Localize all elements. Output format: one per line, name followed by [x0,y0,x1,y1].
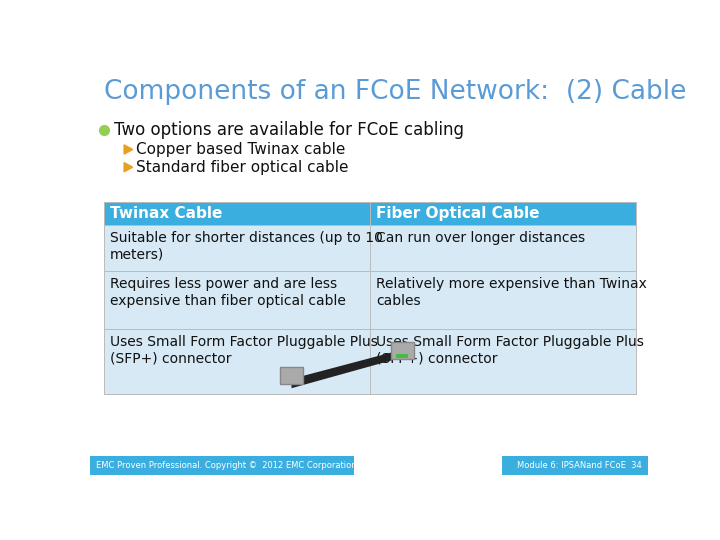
FancyBboxPatch shape [503,456,648,475]
Text: Requires less power and are less
expensive than fiber optical cable: Requires less power and are less expensi… [110,278,346,307]
FancyBboxPatch shape [370,271,636,329]
Text: Relatively more expensive than Twinax
cables: Relatively more expensive than Twinax ca… [376,278,647,307]
Text: EMC Proven Professional. Copyright ©  2012 EMC Corporation. All Rights Reserved.: EMC Proven Professional. Copyright © 201… [96,461,446,470]
Text: Suitable for shorter distances (up to 10
meters): Suitable for shorter distances (up to 10… [110,231,383,261]
FancyBboxPatch shape [104,202,636,225]
FancyBboxPatch shape [396,354,408,358]
FancyBboxPatch shape [370,225,636,271]
Text: Can run over longer distances: Can run over longer distances [376,231,585,245]
Text: Components of an FCoE Network:  (2) Cable: Components of an FCoE Network: (2) Cable [104,79,686,105]
FancyBboxPatch shape [370,329,636,394]
Text: Module 6: IPSANand FCoE  34: Module 6: IPSANand FCoE 34 [517,461,642,470]
FancyBboxPatch shape [104,271,370,329]
FancyBboxPatch shape [104,329,370,394]
Text: Two options are available for FCoE cabling: Two options are available for FCoE cabli… [114,122,464,139]
Polygon shape [124,145,132,154]
Text: Copper based Twinax cable: Copper based Twinax cable [137,142,346,157]
Text: Fiber Optical Cable: Fiber Optical Cable [376,206,539,221]
FancyBboxPatch shape [391,342,414,359]
Text: Uses Small Form Factor Pluggable Plus
(SFP+) connector: Uses Small Form Factor Pluggable Plus (S… [110,335,378,365]
Polygon shape [292,348,408,388]
Text: Twinax Cable: Twinax Cable [110,206,222,221]
FancyBboxPatch shape [280,367,303,384]
Polygon shape [124,163,132,172]
Text: Uses Small Form Factor Pluggable Plus
(SFP+) connector: Uses Small Form Factor Pluggable Plus (S… [376,335,644,365]
Text: Standard fiber optical cable: Standard fiber optical cable [137,160,349,175]
FancyBboxPatch shape [90,456,354,475]
FancyBboxPatch shape [104,225,370,271]
